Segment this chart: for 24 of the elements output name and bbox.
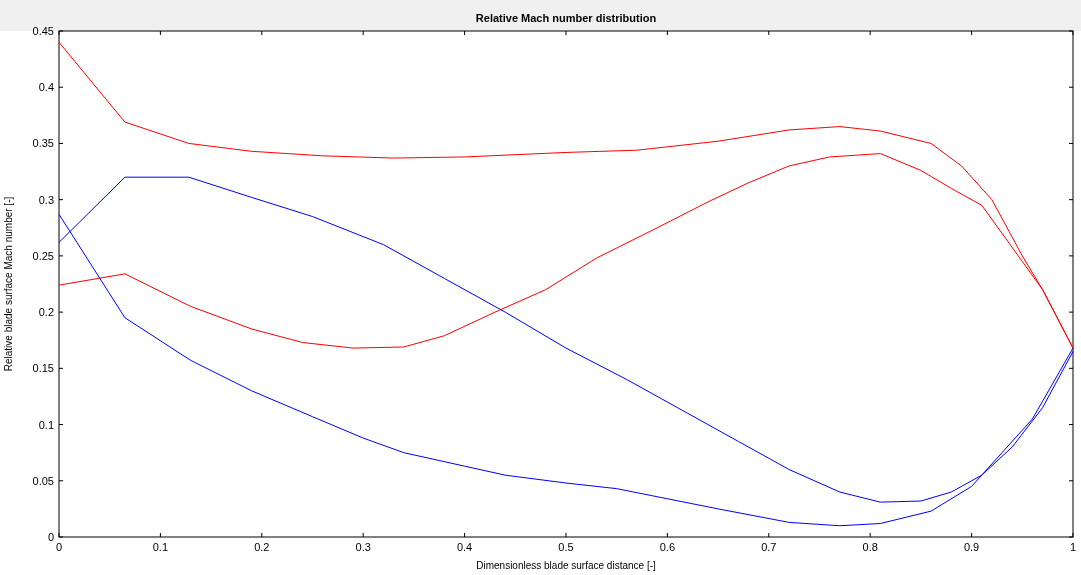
x-tick-label: 0.2 — [254, 541, 270, 553]
y-tick-label: 0.3 — [38, 193, 54, 206]
y-tick-label: 0.45 — [32, 25, 54, 37]
x-axis-title: Dimensionless blade surface distance [-] — [476, 560, 656, 571]
y-tick-label: 0.4 — [38, 81, 54, 94]
x-tick-label: 0.5 — [558, 541, 574, 553]
x-tick-label: 0.3 — [355, 541, 371, 553]
y-tick-label: 0.15 — [32, 362, 54, 375]
y-tick-label: 0.05 — [32, 474, 54, 487]
x-tick-label: 0.4 — [456, 541, 473, 553]
chart-title: Relative Mach number distribution — [475, 12, 657, 24]
y-axis-title: Relative blade surface Mach number [-] — [3, 196, 14, 372]
x-tick-label: 0.7 — [761, 541, 777, 553]
x-tick-label: 0.1 — [152, 541, 169, 553]
x-tick-label: 0.8 — [862, 541, 878, 553]
y-tick-label: 0.25 — [32, 249, 54, 262]
x-tick-label: 0.6 — [659, 541, 676, 553]
x-tick-label: 1 — [1069, 541, 1077, 553]
y-tick-label: 0.35 — [32, 137, 54, 150]
y-tick-label: 0.1 — [38, 418, 54, 431]
y-tick-label: 0 — [47, 531, 54, 543]
x-tick-label: 0.9 — [963, 541, 980, 553]
y-tick-label: 0.2 — [38, 306, 54, 319]
x-tick-label: 0 — [55, 541, 63, 553]
